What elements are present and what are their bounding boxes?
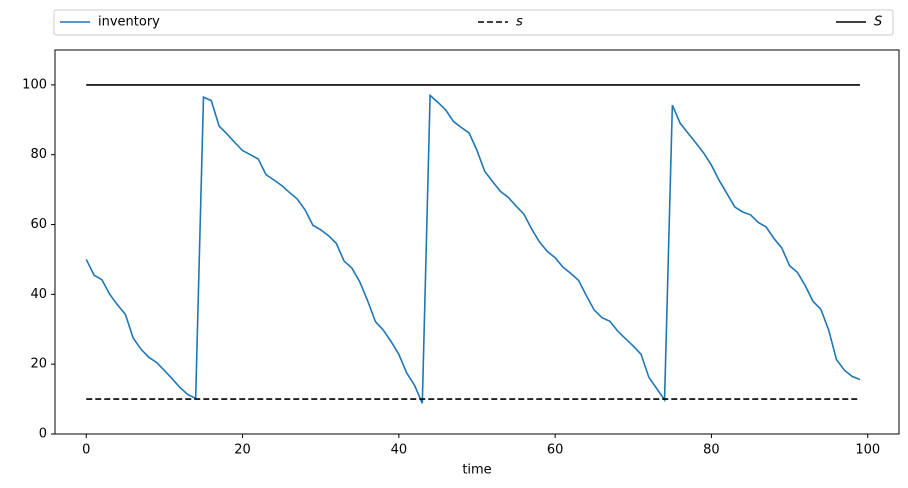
x-tick-label: 40 — [391, 443, 408, 458]
x-tick-label: 20 — [234, 443, 251, 458]
y-tick-label: 60 — [30, 217, 47, 232]
series-line — [85, 93, 861, 404]
x-tick-label: 60 — [547, 443, 564, 458]
legend-label: inventory — [98, 15, 160, 30]
y-tick-label: 40 — [30, 287, 47, 302]
y-tick-label: 0 — [39, 427, 47, 442]
legend-box — [53, 9, 894, 36]
axes-frame — [54, 49, 900, 435]
x-axis-label: time — [462, 463, 491, 478]
legend-label: S — [874, 15, 882, 30]
x-tick-label: 0 — [82, 443, 90, 458]
y-tick-label: 80 — [30, 147, 47, 162]
legend-label: s — [516, 15, 523, 30]
x-tick-label: 100 — [855, 443, 880, 458]
x-tick-label: 80 — [703, 443, 720, 458]
y-tick-label: 100 — [22, 77, 47, 92]
y-tick-label: 20 — [30, 357, 47, 372]
